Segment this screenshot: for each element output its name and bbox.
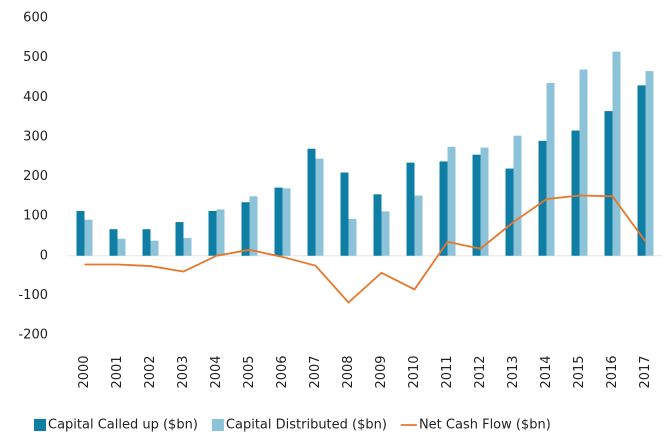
- bar: [216, 209, 225, 256]
- bar: [480, 147, 489, 256]
- y-tick-label: 300: [23, 129, 48, 144]
- legend-label: Net Cash Flow ($bn): [419, 418, 551, 433]
- bar: [406, 162, 415, 256]
- bar: [373, 194, 382, 256]
- bar: [505, 168, 514, 256]
- x-tick-label: 2011: [440, 355, 455, 388]
- y-tick-label: 100: [23, 209, 48, 224]
- bar: [637, 85, 646, 256]
- x-tick-label: 2009: [374, 355, 389, 388]
- bar: [307, 148, 316, 256]
- x-tick-label: 2006: [275, 355, 290, 388]
- bar: [150, 240, 159, 256]
- bar: [414, 195, 423, 256]
- x-tick-label: 2008: [341, 355, 356, 388]
- x-tick-label: 2005: [242, 355, 257, 388]
- y-tick-label: -200: [18, 328, 48, 343]
- bar: [315, 158, 324, 256]
- y-tick-label: -100: [18, 288, 48, 303]
- bar: [208, 210, 217, 256]
- bar: [579, 69, 588, 256]
- bar: [604, 111, 613, 256]
- bar: [282, 188, 291, 256]
- bar: [546, 82, 555, 256]
- x-tick-label: 2014: [539, 355, 554, 388]
- x-tick-label: 2003: [176, 355, 191, 388]
- y-tick-label: 0: [40, 248, 48, 263]
- bar: [241, 202, 250, 256]
- x-tick-label: 2013: [506, 355, 521, 388]
- bar: [571, 130, 580, 256]
- x-tick-label: 2010: [407, 355, 422, 388]
- legend-swatch: [34, 419, 46, 431]
- y-tick-label: 500: [23, 50, 48, 65]
- bar: [612, 51, 621, 256]
- bar: [84, 219, 93, 256]
- x-tick-label: 2004: [209, 355, 224, 388]
- x-tick-label: 2016: [605, 355, 620, 388]
- x-tick-label: 2001: [110, 355, 125, 388]
- bar: [117, 238, 126, 256]
- bar: [340, 172, 349, 256]
- bar: [439, 161, 448, 256]
- x-tick-label: 2002: [143, 355, 158, 388]
- bar: [538, 140, 547, 256]
- bar: [513, 135, 522, 256]
- bar: [76, 210, 85, 256]
- bar: [645, 71, 654, 256]
- x-tick-label: 2000: [77, 355, 92, 388]
- x-tick-label: 2012: [473, 355, 488, 388]
- legend-label: Capital Distributed ($bn): [226, 418, 387, 433]
- bar: [249, 196, 258, 256]
- legend-swatch: [211, 419, 224, 431]
- y-tick-label: 400: [23, 90, 48, 105]
- bar: [447, 146, 456, 256]
- y-tick-label: 600: [23, 11, 48, 26]
- legend-label: Capital Called up ($bn): [48, 418, 198, 433]
- x-tick-label: 2017: [638, 355, 653, 388]
- bar: [109, 229, 118, 256]
- y-tick-label: 200: [23, 169, 48, 184]
- bar: [348, 218, 357, 256]
- x-tick-label: 2015: [572, 355, 587, 388]
- bar: [472, 154, 481, 256]
- bar: [175, 222, 184, 256]
- x-tick-label: 2007: [308, 355, 323, 388]
- bar: [183, 237, 192, 256]
- bar: [381, 211, 390, 256]
- line: [84, 194, 647, 304]
- bar: [142, 229, 151, 256]
- bar: [274, 187, 283, 256]
